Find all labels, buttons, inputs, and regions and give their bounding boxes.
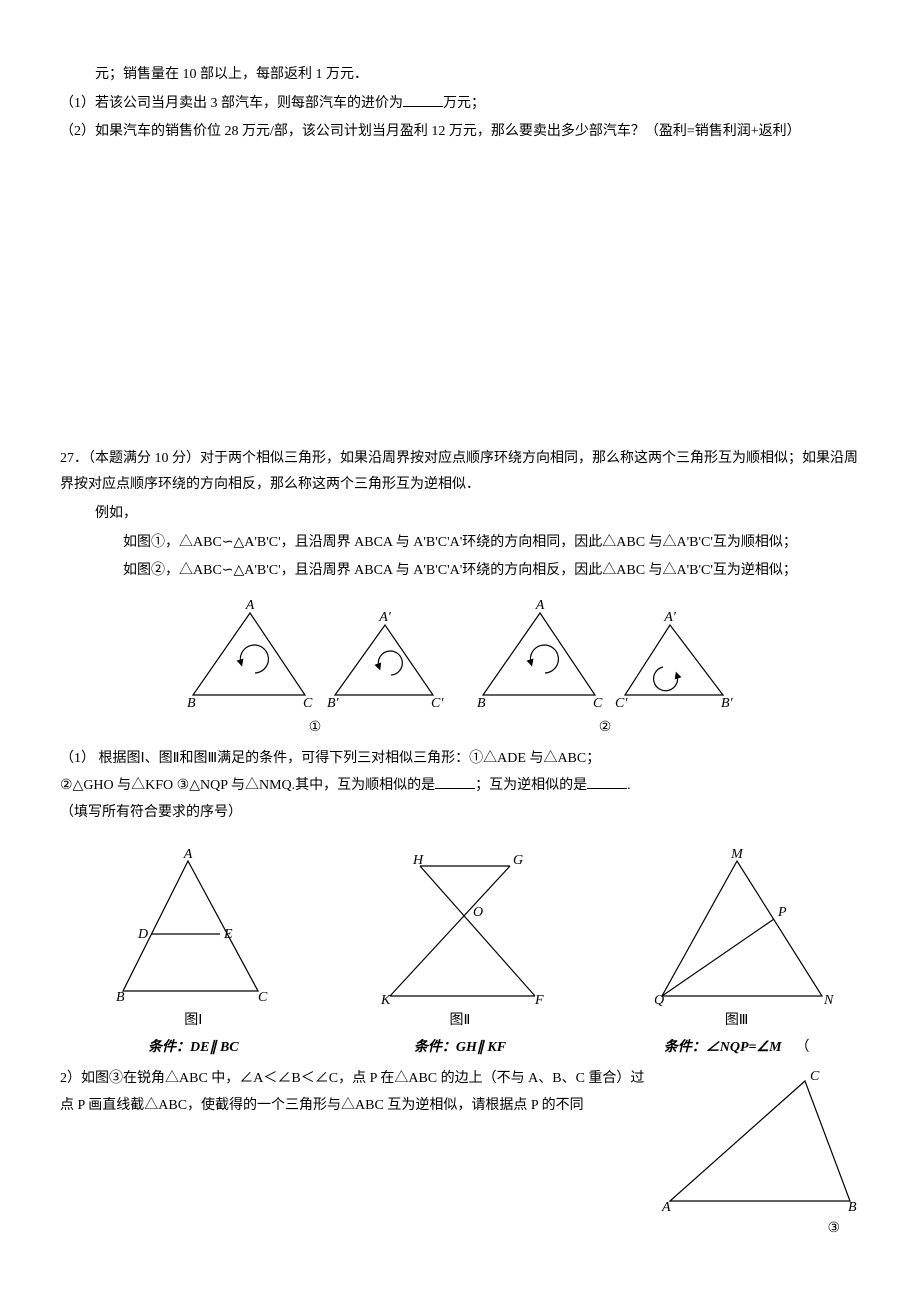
q27-example: 例如，: [60, 501, 860, 528]
svg-text:A: A: [661, 1200, 671, 1215]
fig-I: A B C D E 图Ⅰ 条件：DE∥ BC: [108, 846, 278, 1061]
svg-text:Q: Q: [654, 993, 664, 1006]
q26-pre: 元；销售量在 10 部以上，每部返利 1 万元．: [60, 62, 860, 89]
svg-text:C: C: [303, 696, 313, 711]
svg-text:E: E: [223, 927, 233, 942]
q26-p1-b: 万元；: [443, 96, 485, 111]
fig-3-float: C A B ③: [660, 1066, 860, 1243]
paren: （: [796, 1040, 810, 1055]
svg-text:B': B': [327, 696, 340, 711]
circ1: ①: [175, 715, 455, 742]
svg-fig-II: H G K F O: [365, 846, 555, 1006]
svg-text:B: B: [116, 990, 125, 1005]
svg-text:M: M: [730, 847, 744, 862]
svg-text:B: B: [187, 696, 196, 711]
circ2: ②: [465, 715, 745, 742]
svg-text:H: H: [412, 853, 424, 868]
svg-text:C': C': [615, 696, 628, 711]
svg-text:O: O: [473, 905, 483, 920]
svg-text:B': B': [721, 696, 734, 711]
q26-part1: （1）若该公司当月卖出 3 部汽车，则每部汽车的进价为 万元；: [60, 91, 860, 118]
figIII-label: 图Ⅲ: [642, 1008, 832, 1035]
q26-p1-a: （1）若该公司当月卖出 3 部汽车，则每部汽车的进价为: [60, 96, 403, 111]
cond3: 条件：∠NQP=∠M: [664, 1040, 782, 1055]
fig-row-2: A B C D E 图Ⅰ 条件：DE∥ BC H G K F: [80, 846, 860, 1061]
svg-text:B: B: [477, 696, 486, 711]
svg-text:F: F: [534, 993, 544, 1006]
svg-text:P: P: [777, 905, 787, 920]
svg-text:N: N: [823, 993, 834, 1006]
blank-1: [403, 92, 443, 107]
q27-num: 27．: [60, 451, 88, 466]
fig-row-1: A B C A' B' C' ①: [60, 595, 860, 742]
cond1: 条件：DE∥ BC: [108, 1035, 278, 1062]
q27-head-text: （本题满分 10 分）对于两个相似三角形，如果沿周界按对应点顺序环绕方向相同，那…: [60, 451, 858, 493]
cond2: 条件：GH∥ KF: [365, 1035, 555, 1062]
svg-text:A': A': [663, 610, 677, 625]
svg-text:C': C': [431, 696, 444, 711]
fig-II: H G K F O 图Ⅱ 条件：GH∥ KF: [365, 846, 555, 1061]
q27-part1: （1） 根据图Ⅰ、图Ⅱ和图Ⅲ满足的条件，可得下列三对相似三角形：①△ADE 与△…: [60, 746, 860, 826]
svg-text:A: A: [183, 847, 193, 862]
q27-head: 27．（本题满分 10 分）对于两个相似三角形，如果沿周界按对应点顺序环绕方向相…: [60, 446, 860, 499]
q27-ex2: 如图②，△ABC∽△A'B'C'，且沿周界 ABCA 与 A'B'C'A'环绕的…: [60, 558, 860, 585]
q27-p1-e: （填写所有符合要求的序号）: [60, 805, 242, 820]
svg-text:C: C: [258, 990, 268, 1005]
blank-3: [587, 774, 627, 789]
q27-ex1: 如图①，△ABC∽△A'B'C'，且沿周界 ABCA 与 A'B'C'A'环绕的…: [60, 530, 860, 557]
figII-label: 图Ⅱ: [365, 1008, 555, 1035]
svg-text:A': A': [378, 610, 392, 625]
q27-p1-c: ；互为逆相似的是: [475, 778, 587, 793]
svg-text:G: G: [513, 853, 523, 868]
svg-text:C: C: [593, 696, 603, 711]
svg-text:B: B: [848, 1200, 857, 1215]
svg-text:K: K: [380, 993, 391, 1006]
svg-text:A: A: [245, 598, 255, 613]
svg-text:A: A: [535, 598, 545, 613]
q27-p1-a: （1） 根据图Ⅰ、图Ⅱ和图Ⅲ满足的条件，可得下列三对相似三角形：①△ADE 与△…: [60, 751, 600, 766]
fig-pair-1: A B C A' B' C' ①: [175, 595, 455, 742]
svg-text:C: C: [810, 1069, 820, 1084]
q27-p1-d: .: [627, 778, 631, 793]
svg-fig-I: A B C D E: [108, 846, 278, 1006]
blank-2: [435, 774, 475, 789]
fig-III: M Q N P 图Ⅲ 条件：∠NQP=∠M （: [642, 846, 832, 1061]
figI-label: 图Ⅰ: [108, 1008, 278, 1035]
svg-fig-III: M Q N P: [642, 846, 842, 1006]
circ3: ③: [660, 1216, 860, 1243]
q27-p1-b: ②△GHO 与△KFO ③△NQP 与△NMQ.其中，互为顺相似的是: [60, 778, 435, 793]
svg-text:D: D: [137, 927, 148, 942]
q26-part2: （2）如果汽车的销售价位 28 万元/部，该公司计划当月盈利 12 万元，那么要…: [60, 119, 860, 146]
fig-pair-2: A B C A' C' B' ②: [465, 595, 745, 742]
